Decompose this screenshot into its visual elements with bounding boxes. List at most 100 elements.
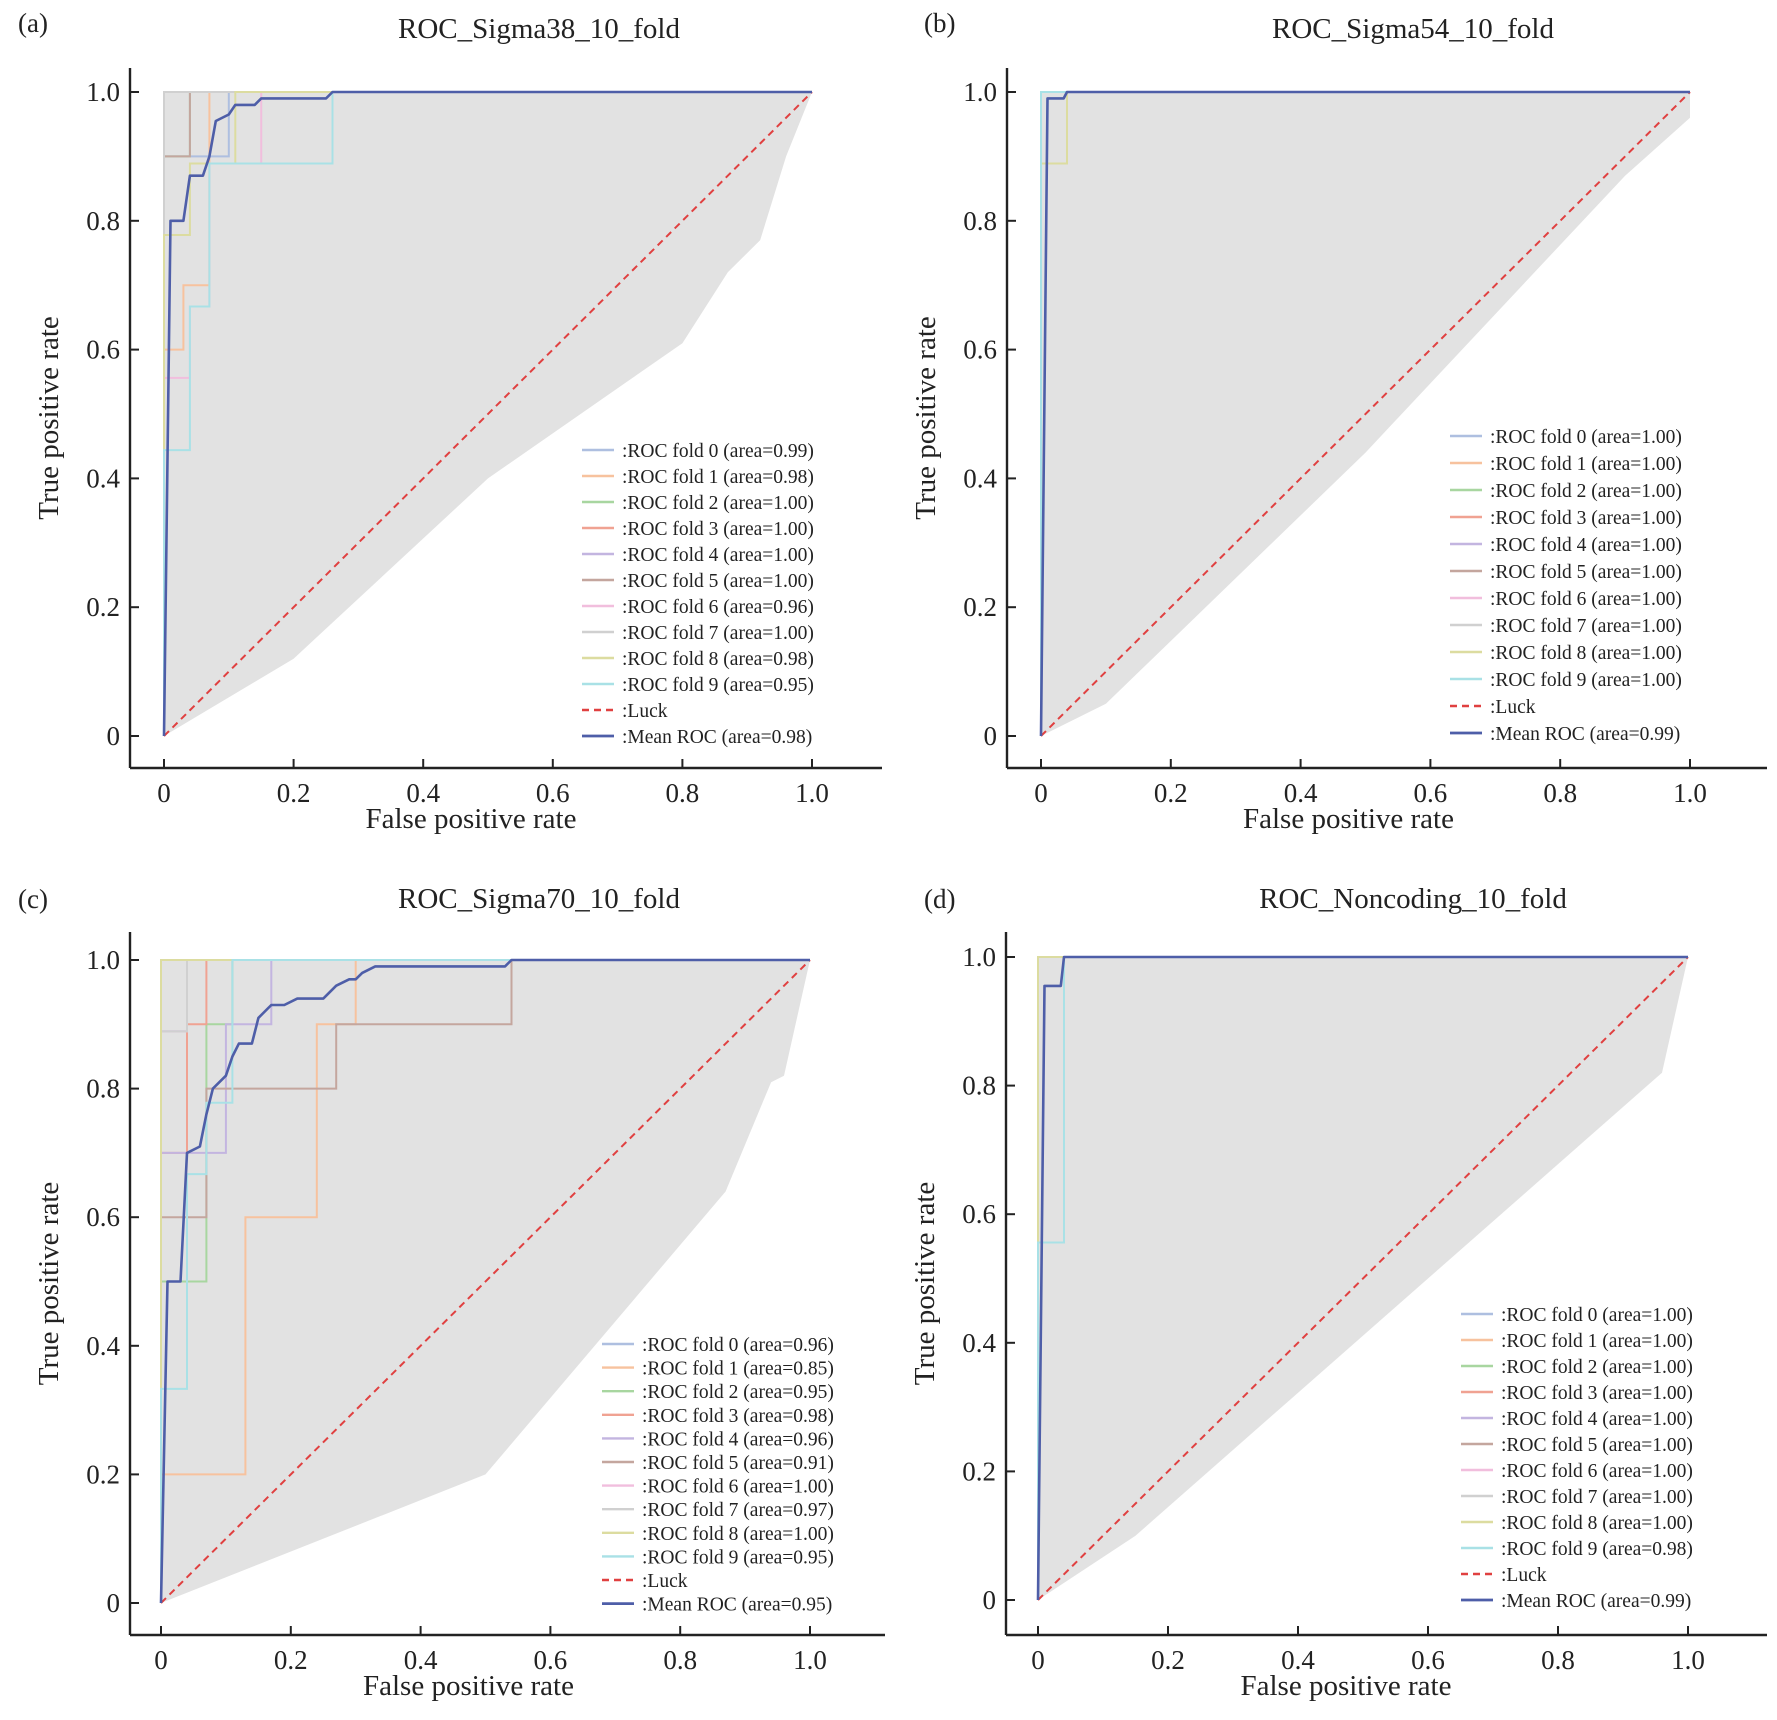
legend-label: :ROC fold 8 (area=1.00) (642, 1524, 834, 1545)
y-tick-label: 0.8 (963, 206, 997, 236)
roc-fold-1-line (160, 959, 810, 1603)
legend-label: :ROC fold 1 (area=1.00) (1501, 1331, 1693, 1352)
y-tick-label: 0 (983, 1585, 997, 1615)
legend-label: :Mean ROC (area=0.99) (1490, 724, 1680, 745)
y-tick-label: 0.8 (86, 1074, 120, 1104)
legend: :ROC fold 0 (area=1.00) :ROC fold 1 (area… (1450, 427, 1682, 745)
legend-label: :ROC fold 0 (area=1.00) (1490, 427, 1682, 448)
legend-label: :ROC fold 1 (area=1.00) (1490, 454, 1682, 475)
x-tick-label: 0.6 (1411, 1645, 1445, 1675)
panel-label: (c) (18, 884, 48, 914)
legend-label: :ROC fold 2 (area=1.00) (622, 493, 814, 514)
legend-label: :ROC fold 9 (area=1.00) (1490, 670, 1682, 691)
roc-panel-4: (d) ROC_Noncoding_10_fold 0 0.2 0.4 0.6 0.8 1.0… (909, 883, 1767, 1702)
y-tick-label: 0.4 (962, 1328, 996, 1358)
x-axis-label: False positive rate (365, 803, 576, 835)
legend-label: :ROC fold 8 (area=1.00) (1501, 1513, 1693, 1534)
y-tick-label: 0.4 (963, 463, 997, 493)
y-tick-label: 1.0 (962, 942, 996, 972)
panel-label: (b) (924, 8, 955, 38)
x-tick-label: 0.8 (666, 778, 700, 808)
legend-label: :ROC fold 6 (area=1.00) (1501, 1461, 1693, 1482)
luck-line (1040, 91, 1691, 737)
luck-line (1037, 956, 1689, 1601)
x-tick-label: 1.0 (1671, 1645, 1705, 1675)
legend-label: :Luck (1490, 697, 1536, 718)
x-tick-label: 0 (1031, 1645, 1045, 1675)
legend-label: :Luck (642, 1571, 688, 1592)
panel-label: (a) (18, 8, 48, 38)
luck-line (163, 91, 813, 737)
roc-panel-2: (b) ROC_Sigma54_10_fold 0 0.2 0.4 0.6 0.8 1.0 0 0… (910, 8, 1767, 835)
y-tick-label: 0 (984, 721, 998, 751)
legend-label: :Mean ROC (area=0.98) (622, 727, 812, 748)
legend-label: :ROC fold 3 (area=1.00) (1490, 508, 1682, 529)
roc-panel-1: (a) ROC_Sigma38_10_fold 0 0.2 0.4 0.6 0.8 1.0 0 0… (18, 8, 882, 835)
y-tick-label: 0.2 (962, 1456, 996, 1486)
x-tick-label: 0.6 (534, 1645, 568, 1675)
roc-panel-3: (c) ROC_Sigma70_10_fold 0 0.2 0.4 0.6 0.8 1.0 0 0… (18, 883, 885, 1702)
x-tick-label: 1.0 (795, 778, 829, 808)
x-axis-label: False positive rate (1243, 803, 1454, 835)
chart-title: ROC_Sigma38_10_fold (398, 13, 680, 45)
x-axis-label: False positive rate (1240, 1670, 1451, 1702)
legend-label: :ROC fold 0 (area=0.96) (642, 1335, 834, 1356)
legend-label: :ROC fold 7 (area=1.00) (622, 623, 814, 644)
legend-label: :ROC fold 4 (area=1.00) (622, 545, 814, 566)
x-tick-label: 0.8 (1541, 1645, 1575, 1675)
legend-label: :ROC fold 1 (area=0.85) (642, 1359, 834, 1380)
x-tick-label: 1.0 (1673, 778, 1707, 808)
y-tick-label: 0.8 (86, 206, 120, 236)
y-tick-label: 0.2 (86, 1459, 120, 1489)
legend-label: :ROC fold 0 (area=1.00) (1501, 1305, 1693, 1326)
legend-label: :ROC fold 0 (area=0.99) (622, 441, 814, 462)
legend-label: :ROC fold 2 (area=1.00) (1501, 1357, 1693, 1378)
y-tick-label: 0.8 (962, 1071, 996, 1101)
legend-label: :ROC fold 6 (area=1.00) (1490, 589, 1682, 610)
y-tick-label: 0.2 (963, 592, 997, 622)
legend-label: :ROC fold 5 (area=1.00) (622, 571, 814, 592)
x-tick-label: 0.4 (1284, 778, 1318, 808)
mean-roc-line (1039, 90, 1690, 737)
legend-label: :Mean ROC (area=0.99) (1501, 1591, 1691, 1612)
chart-title: ROC_Sigma54_10_fold (1272, 13, 1554, 45)
y-tick-label: 0 (107, 1588, 121, 1618)
chart-title: ROC_Sigma70_10_fold (398, 883, 680, 915)
legend-label: :Luck (1501, 1565, 1547, 1586)
mean-roc-line (159, 958, 810, 1604)
y-tick-label: 0.6 (963, 335, 997, 365)
legend-label: :ROC fold 6 (area=1.00) (642, 1477, 834, 1498)
legend-label: :ROC fold 4 (area=0.96) (642, 1429, 834, 1450)
x-tick-label: 0.4 (404, 1645, 438, 1675)
legend-label: :ROC fold 6 (area=0.96) (622, 597, 814, 618)
legend-label: :ROC fold 7 (area=1.00) (1501, 1487, 1693, 1508)
y-tick-label: 1.0 (963, 77, 997, 107)
y-axis-label: True positive rate (33, 316, 65, 520)
x-tick-label: 0.4 (1281, 1645, 1315, 1675)
mean-roc-line (1036, 955, 1688, 1601)
roc-fold-9-line (160, 959, 810, 1603)
roc-fold-8-line (163, 91, 812, 736)
legend-label: :ROC fold 9 (area=0.98) (1501, 1539, 1693, 1560)
legend-label: :ROC fold 5 (area=1.00) (1501, 1435, 1693, 1456)
legend-label: :ROC fold 8 (area=0.98) (622, 649, 814, 670)
y-axis-label: True positive rate (33, 1182, 65, 1386)
legend: :ROC fold 0 (area=0.99):ROC fold 1 (area… (582, 441, 814, 748)
x-tick-label: 0.8 (1543, 778, 1577, 808)
legend-label: :ROC fold 2 (area=1.00) (1490, 481, 1682, 502)
x-tick-label: 0.2 (1151, 1645, 1185, 1675)
x-tick-label: 0.2 (277, 778, 311, 808)
x-tick-label: 0.6 (536, 778, 570, 808)
y-tick-label: 0 (107, 721, 121, 751)
legend-label: :ROC fold 2 (area=0.95) (642, 1382, 834, 1403)
roc-fold-5-line (160, 959, 810, 1603)
x-tick-label: 0.2 (274, 1645, 308, 1675)
chart-title: ROC_Noncoding_10_fold (1259, 883, 1567, 915)
roc-fold-9-line (163, 91, 812, 736)
legend-label: :Mean ROC (area=0.95) (642, 1595, 832, 1616)
y-tick-label: 1.0 (86, 945, 120, 975)
y-tick-label: 0.6 (86, 1202, 120, 1232)
legend-label: :ROC fold 9 (area=0.95) (642, 1547, 834, 1568)
y-tick-label: 0.2 (86, 592, 120, 622)
y-tick-label: 1.0 (86, 77, 120, 107)
